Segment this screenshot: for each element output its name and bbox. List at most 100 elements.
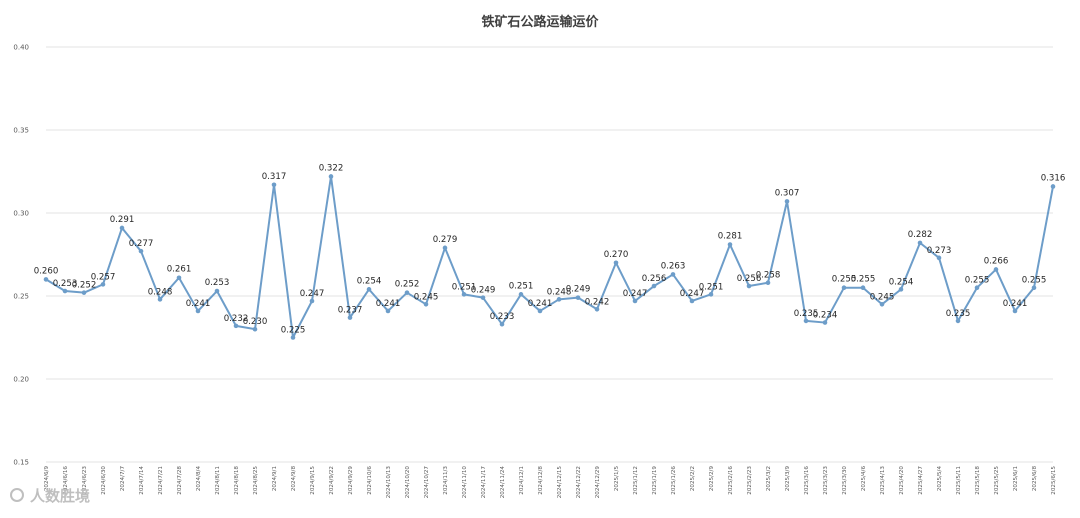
data-point xyxy=(822,320,828,325)
data-label: 0.258 xyxy=(756,271,781,281)
data-label: 0.241 xyxy=(376,299,401,309)
data-point xyxy=(62,288,68,294)
data-point xyxy=(898,287,904,292)
data-label: 0.248 xyxy=(547,287,572,297)
data-label: 0.252 xyxy=(72,281,97,291)
data-label: 0.316 xyxy=(1041,173,1066,183)
data-label: 0.232 xyxy=(224,314,249,324)
data-point xyxy=(176,275,182,281)
data-label: 0.263 xyxy=(661,261,686,271)
data-point xyxy=(385,308,391,314)
data-point xyxy=(480,295,486,300)
data-point xyxy=(1031,285,1037,291)
x-tick-label: 2025/4/20 xyxy=(899,466,905,495)
data-label: 0.255 xyxy=(832,275,857,285)
data-label: 0.291 xyxy=(110,215,135,225)
x-tick-label: 2025/3/16 xyxy=(804,466,810,495)
x-tick-label: 2024/10/6 xyxy=(367,466,373,495)
x-tick-label: 2024/8/25 xyxy=(253,466,259,495)
x-tick-label: 2025/5/4 xyxy=(937,466,943,492)
y-tick-label: 0.30 xyxy=(13,210,29,218)
x-tick-label: 2024/8/18 xyxy=(234,466,240,495)
data-point xyxy=(632,298,638,304)
data-labels: 0.2600.2530.2520.2570.2910.2770.2480.261… xyxy=(34,163,1066,335)
data-label: 0.251 xyxy=(699,282,724,292)
data-point xyxy=(727,242,733,247)
data-point xyxy=(366,287,372,292)
x-tick-label: 2024/8/4 xyxy=(196,466,202,492)
x-tick-label: 2024/10/20 xyxy=(405,466,411,499)
x-tick-label: 2024/11/17 xyxy=(481,466,487,499)
data-point xyxy=(936,255,942,261)
x-tick-label: 2025/5/25 xyxy=(994,466,1000,495)
x-tick-label: 2024/6/30 xyxy=(101,466,107,495)
data-point xyxy=(328,174,334,179)
data-point xyxy=(499,321,505,327)
x-tick-label: 2024/10/27 xyxy=(424,466,430,499)
x-tick-label: 2025/5/11 xyxy=(956,466,962,495)
data-label: 0.281 xyxy=(718,232,743,242)
x-tick-label: 2024/6/23 xyxy=(82,466,88,495)
data-point xyxy=(955,318,961,324)
data-label: 0.260 xyxy=(34,266,59,276)
data-point xyxy=(556,297,562,302)
x-tick-label: 2025/3/2 xyxy=(766,466,772,491)
chart-title: 铁矿石公路运输运价 xyxy=(480,14,599,30)
data-label: 0.241 xyxy=(528,299,553,309)
data-point xyxy=(423,302,429,307)
data-point xyxy=(803,318,809,324)
y-tick-label: 0.40 xyxy=(13,44,29,52)
watermark: 人数胜境 xyxy=(10,487,90,505)
x-tick-label: 2025/1/12 xyxy=(633,466,639,495)
x-tick-label: 2025/2/9 xyxy=(709,466,715,492)
data-label: 0.251 xyxy=(509,281,534,291)
data-label: 0.254 xyxy=(357,276,382,286)
data-label: 0.282 xyxy=(908,230,933,240)
data-label: 0.234 xyxy=(813,311,838,321)
data-label: 0.270 xyxy=(604,250,629,260)
x-tick-label: 2024/6/16 xyxy=(63,466,69,495)
x-tick-label: 2024/12/22 xyxy=(576,466,582,498)
x-tick-label: 2025/3/9 xyxy=(785,466,791,492)
x-tick-label: 2025/3/30 xyxy=(842,466,848,495)
gridlines xyxy=(46,46,1053,463)
data-label: 0.230 xyxy=(243,317,268,327)
x-tick-label: 2025/1/26 xyxy=(671,466,677,495)
data-point xyxy=(81,290,87,295)
data-point xyxy=(100,282,106,287)
x-tick-label: 2025/4/6 xyxy=(861,466,867,492)
data-point xyxy=(651,283,657,289)
data-point xyxy=(784,199,790,204)
data-point xyxy=(841,285,847,291)
data-point xyxy=(1012,308,1018,314)
x-tick-label: 2025/2/16 xyxy=(728,466,734,495)
data-label: 0.249 xyxy=(566,285,591,295)
data-label: 0.256 xyxy=(737,274,762,284)
x-tick-label: 2025/6/1 xyxy=(1013,466,1019,492)
data-point xyxy=(119,225,125,231)
data-point xyxy=(917,240,923,246)
data-label: 0.237 xyxy=(338,306,363,316)
data-point xyxy=(43,277,49,282)
data-label: 0.247 xyxy=(300,289,325,299)
x-tick-label: 2025/4/27 xyxy=(918,466,924,495)
x-tick-label: 2024/11/24 xyxy=(500,466,506,499)
data-label: 0.235 xyxy=(946,309,971,319)
x-tick-label: 2025/2/23 xyxy=(747,466,753,495)
data-label: 0.255 xyxy=(851,275,876,285)
data-point xyxy=(195,308,201,314)
data-point xyxy=(974,285,980,291)
x-tick-label: 2025/5/18 xyxy=(975,466,981,495)
data-point xyxy=(1050,184,1056,189)
x-tick-label: 2024/9/29 xyxy=(348,466,354,495)
data-point xyxy=(309,298,315,304)
x-tick-label: 2024/11/10 xyxy=(462,466,468,499)
data-point xyxy=(537,308,543,314)
data-label: 0.261 xyxy=(167,265,192,275)
data-label: 0.233 xyxy=(490,312,515,322)
x-tick-label: 2024/9/15 xyxy=(310,466,316,495)
data-point xyxy=(689,298,695,304)
data-label: 0.322 xyxy=(319,163,344,173)
x-tick-label: 2025/3/23 xyxy=(823,466,829,495)
x-tick-label: 2024/9/8 xyxy=(291,466,297,492)
